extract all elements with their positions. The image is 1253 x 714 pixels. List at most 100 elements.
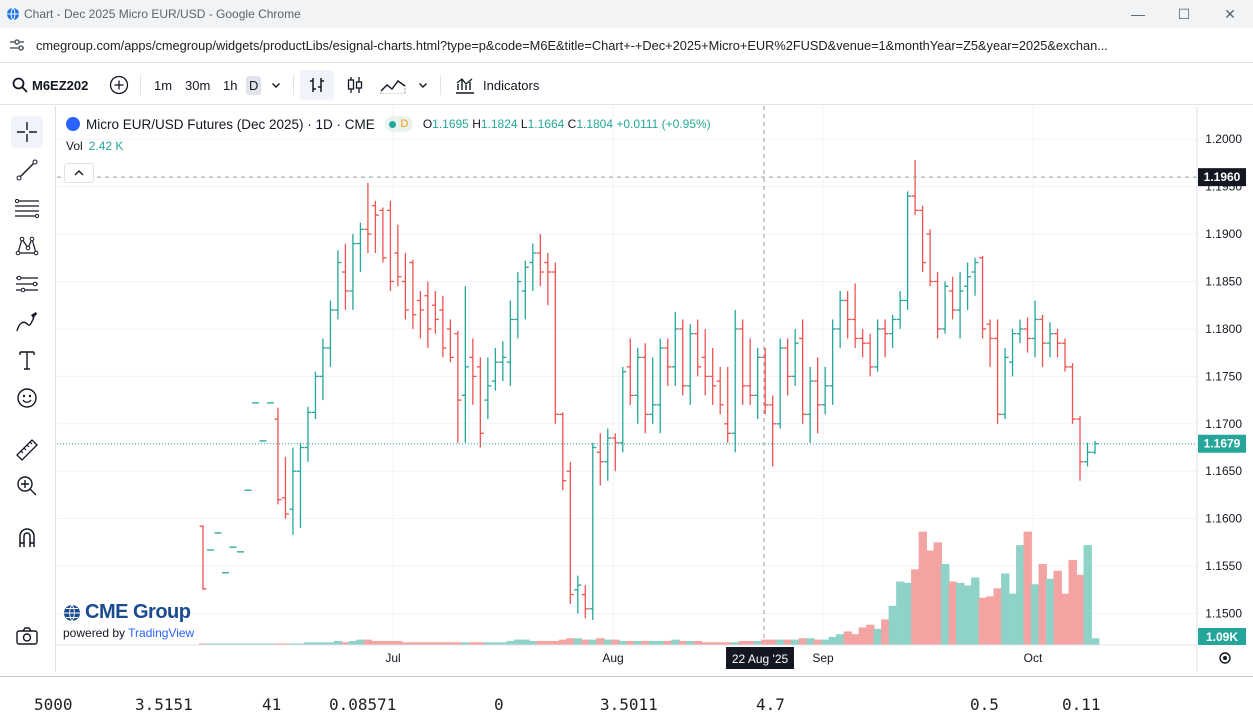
screenshot-button[interactable] bbox=[11, 620, 43, 652]
volume-bar bbox=[656, 640, 665, 645]
bars-style-button[interactable] bbox=[300, 70, 334, 100]
crosshair-icon bbox=[17, 122, 37, 142]
ohlc-bar bbox=[431, 290, 439, 334]
ohlc-bar bbox=[866, 333, 874, 377]
volume-bar bbox=[318, 642, 328, 645]
cme-logo[interactable]: CME Group bbox=[63, 601, 194, 624]
price-tick-label: 1.1600 bbox=[1205, 512, 1242, 526]
interval-d[interactable]: D bbox=[246, 66, 262, 104]
ohlc-bar bbox=[514, 272, 522, 339]
chart-type-dropdown[interactable] bbox=[417, 66, 429, 104]
volume-bar bbox=[993, 588, 1002, 645]
tradingview-link[interactable]: TradingView bbox=[128, 626, 195, 640]
close-label: C bbox=[567, 117, 577, 131]
instrument-title[interactable]: Micro EUR/USD Futures (Dec 2025) · 1D · … bbox=[86, 116, 375, 132]
ohlc-bar bbox=[484, 357, 492, 420]
price-tick-label: 1.1900 bbox=[1205, 227, 1242, 241]
ohlc-bar bbox=[544, 253, 552, 306]
ohlc-bar bbox=[409, 259, 417, 329]
measure-tool[interactable] bbox=[11, 434, 43, 466]
trend-line-tool[interactable] bbox=[11, 154, 43, 186]
chart-type-button[interactable] bbox=[380, 66, 406, 104]
volume-bar bbox=[738, 640, 748, 645]
ohlc-bar bbox=[604, 428, 612, 481]
brush-tool[interactable] bbox=[11, 306, 43, 338]
volume-bar bbox=[626, 640, 635, 645]
volume-bar bbox=[566, 638, 575, 645]
ohlc-bar bbox=[529, 243, 537, 291]
ohlc-bar bbox=[326, 300, 334, 367]
low-value: 1.1664 bbox=[527, 117, 565, 131]
high-value: 1.1824 bbox=[480, 117, 518, 131]
interval-dropdown[interactable] bbox=[270, 66, 282, 104]
volume-bar bbox=[558, 639, 568, 645]
page-below-fragment: 5000 3.5151 41 0.08571 0 3.5011 4.7 0.5 … bbox=[0, 676, 1253, 714]
volume-bar bbox=[708, 642, 718, 645]
maximize-button[interactable]: ☐ bbox=[1177, 5, 1191, 22]
pattern-tool[interactable] bbox=[11, 230, 43, 262]
magnet-tool[interactable] bbox=[11, 522, 43, 554]
ohlc-bar bbox=[656, 338, 664, 434]
volume-bar bbox=[933, 542, 942, 645]
close-button[interactable]: ✕ bbox=[1224, 5, 1236, 22]
url-text[interactable]: cmegroup.com/apps/cmegroup/widgets/produ… bbox=[36, 38, 1108, 53]
indicators-button[interactable]: Indicators bbox=[455, 66, 539, 104]
ohlc-bar bbox=[694, 319, 702, 377]
collapse-legend-button[interactable] bbox=[64, 163, 94, 183]
time-tick-label: Aug bbox=[602, 651, 623, 665]
price-line-label: 1.1960 bbox=[1204, 170, 1241, 184]
market-status-badge[interactable]: D bbox=[384, 116, 413, 132]
volume-bar bbox=[918, 531, 927, 645]
interval-1h[interactable]: 1h bbox=[223, 77, 238, 93]
price-tick-label: 1.1800 bbox=[1205, 322, 1242, 336]
ohlc-bar bbox=[1091, 440, 1099, 455]
ohlc-bar bbox=[986, 319, 994, 367]
ohlc-bar bbox=[491, 347, 499, 391]
settings-icon bbox=[1219, 652, 1231, 664]
site-settings-icon[interactable] bbox=[9, 38, 25, 52]
settings-button[interactable] bbox=[1219, 652, 1231, 664]
symbol-search[interactable]: M6EZ202 bbox=[12, 66, 88, 104]
text-tool[interactable] bbox=[11, 344, 43, 376]
candlestick-icon bbox=[347, 77, 363, 93]
fib-tool[interactable] bbox=[11, 192, 43, 224]
ohlc-bar bbox=[334, 250, 342, 320]
ohlc-bar bbox=[634, 347, 642, 424]
ohlc-bar bbox=[859, 328, 867, 358]
volume-bar bbox=[199, 643, 208, 645]
volume-bar bbox=[813, 639, 823, 645]
price-chart[interactable]: 1.20001.19501.19001.18501.18001.17501.17… bbox=[57, 106, 1253, 672]
ohlc-bar bbox=[874, 319, 882, 372]
volume-bar bbox=[903, 582, 913, 645]
price-tick-label: 1.1850 bbox=[1205, 275, 1242, 289]
toolbar-divider bbox=[440, 75, 441, 95]
minimize-button[interactable]: — bbox=[1131, 6, 1145, 22]
volume-bar bbox=[963, 585, 972, 645]
compare-button[interactable] bbox=[109, 66, 129, 104]
time-axis: Jul Aug Sep Oct bbox=[385, 651, 1043, 665]
volume-bar bbox=[378, 640, 388, 645]
ohlc-bar bbox=[926, 229, 934, 287]
volume-bar bbox=[206, 643, 215, 645]
volume-bar bbox=[776, 639, 785, 645]
interval-1m[interactable]: 1m bbox=[154, 77, 173, 93]
volume-bar bbox=[393, 640, 403, 645]
volume-bar bbox=[468, 642, 478, 645]
volume-bar bbox=[281, 643, 290, 645]
interval-30m[interactable]: 30m bbox=[185, 77, 211, 93]
candles-style-button[interactable] bbox=[346, 66, 364, 104]
chevron-down-icon bbox=[419, 83, 427, 88]
prediction-tool[interactable] bbox=[11, 268, 43, 300]
interval-d-label: D bbox=[246, 75, 262, 95]
volume-bar bbox=[941, 564, 950, 645]
ohlc-series bbox=[199, 160, 1099, 621]
powered-by[interactable]: powered by TradingView bbox=[63, 626, 194, 640]
ohlc-bar bbox=[814, 357, 822, 434]
volume-bar bbox=[1046, 578, 1055, 645]
zoom-tool[interactable] bbox=[11, 470, 43, 502]
crosshair-tool[interactable] bbox=[11, 116, 43, 148]
ohlc-bar bbox=[574, 575, 582, 614]
address-bar[interactable]: cmegroup.com/apps/cmegroup/widgets/produ… bbox=[0, 28, 1253, 63]
emoji-tool[interactable] bbox=[11, 382, 43, 414]
ohlc-bar bbox=[379, 207, 387, 263]
